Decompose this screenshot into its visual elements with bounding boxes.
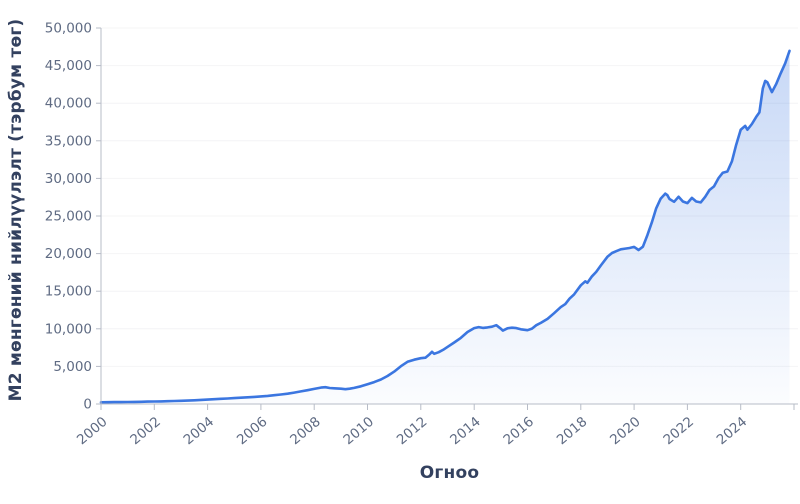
x-tick-label: 2006 (234, 414, 271, 448)
y-axis-title: М2 мөнгөний нийлүүлэлт (тэрбум төг) (6, 18, 26, 402)
y-ticks (96, 27, 101, 405)
y-tick-label: 30,000 (45, 171, 92, 187)
y-tick-label: 20,000 (45, 246, 92, 262)
y-tick-label: 0 (83, 397, 92, 413)
y-tick-label: 50,000 (45, 21, 92, 37)
x-tick-label: 2000 (74, 414, 111, 448)
x-tick-label: 2020 (607, 414, 644, 448)
y-tick-label: 10,000 (45, 321, 92, 337)
y-tick-label: 5,000 (53, 359, 92, 375)
y-tick-label: 45,000 (45, 58, 92, 74)
x-tick-label: 2012 (394, 414, 431, 448)
series-area-fill (101, 50, 790, 405)
x-tick-labels: 2000 2002 2004 2006 2008 2010 2012 2014 2016 2018… (74, 414, 750, 448)
x-tick-label: 2014 (447, 414, 484, 448)
y-tick-label: 40,000 (45, 96, 92, 112)
gridlines (101, 27, 798, 367)
y-tick-labels: 0 5,000 10,000 15,000 20,000 25,000 30,000 35,0… (45, 21, 92, 413)
y-tick-label: 25,000 (45, 209, 92, 225)
y-tick-label: 15,000 (45, 284, 92, 300)
x-tick-label: 2008 (287, 414, 324, 448)
x-ticks (100, 404, 795, 410)
x-tick-label: 2010 (340, 414, 377, 448)
x-tick-label: 2024 (714, 414, 751, 448)
x-tick-label: 2004 (181, 414, 218, 448)
x-axis-title: Огноо (419, 463, 480, 483)
y-tick-label: 35,000 (45, 133, 92, 149)
x-tick-label: 2016 (500, 414, 537, 448)
x-tick-label: 2022 (660, 414, 697, 448)
x-tick-label: 2018 (554, 414, 591, 448)
x-tick-label: 2002 (127, 414, 164, 448)
series-line (99, 49, 791, 404)
